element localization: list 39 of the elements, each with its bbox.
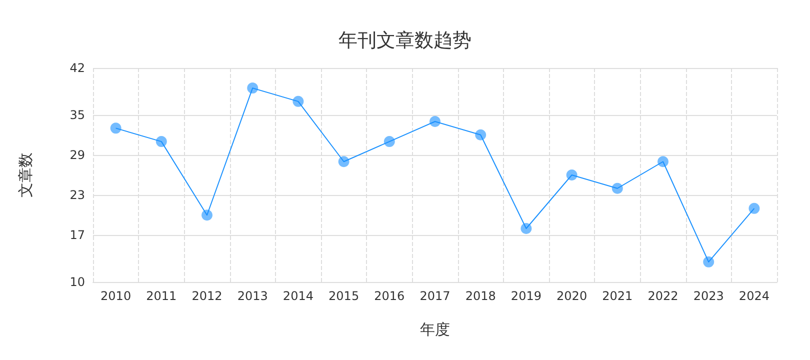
point bbox=[748, 202, 760, 214]
x-tick-label: 2024 bbox=[738, 289, 770, 303]
x-tick-label: 2012 bbox=[192, 289, 222, 303]
x-tick-label: 2019 bbox=[510, 289, 542, 303]
point bbox=[110, 122, 122, 134]
x-tick-label: 2013 bbox=[237, 289, 268, 303]
y-tick-label: 35 bbox=[70, 108, 85, 122]
x-tick-label: 2022 bbox=[648, 289, 678, 303]
point bbox=[202, 210, 212, 221]
point bbox=[430, 116, 440, 127]
point bbox=[703, 256, 714, 268]
y-tick-label: 42 bbox=[70, 61, 85, 75]
x-tick-label: 2023 bbox=[693, 289, 724, 303]
x-tick-label: 2010 bbox=[100, 289, 132, 303]
x-tick-label: 2017 bbox=[420, 289, 450, 303]
x-tick-label: 2020 bbox=[556, 289, 588, 303]
y-axis-title: 文章数 bbox=[16, 152, 34, 198]
x-tick-label: 2016 bbox=[374, 289, 405, 303]
x-tick-label: 2018 bbox=[465, 289, 496, 303]
x-tick-label: 2015 bbox=[328, 289, 360, 303]
y-tick-label: 10 bbox=[70, 275, 85, 289]
x-axis-title: 年度 bbox=[420, 320, 450, 338]
x-tick-label: 2011 bbox=[146, 289, 177, 303]
x-tick-label: 2021 bbox=[602, 289, 633, 303]
point bbox=[612, 182, 623, 194]
point bbox=[520, 223, 532, 234]
point bbox=[475, 129, 486, 140]
point bbox=[384, 136, 395, 148]
point bbox=[338, 156, 350, 168]
y-tick-label: 29 bbox=[70, 148, 85, 162]
x-tick-label: 2014 bbox=[282, 289, 314, 303]
point bbox=[292, 96, 304, 107]
y-tick-label: 23 bbox=[70, 188, 85, 202]
point bbox=[658, 156, 668, 168]
point bbox=[566, 170, 578, 180]
y-tick-label: 17 bbox=[70, 228, 85, 242]
point bbox=[247, 82, 258, 94]
chart-title: 年刊文章数趋势 bbox=[338, 30, 472, 52]
point bbox=[156, 136, 167, 148]
